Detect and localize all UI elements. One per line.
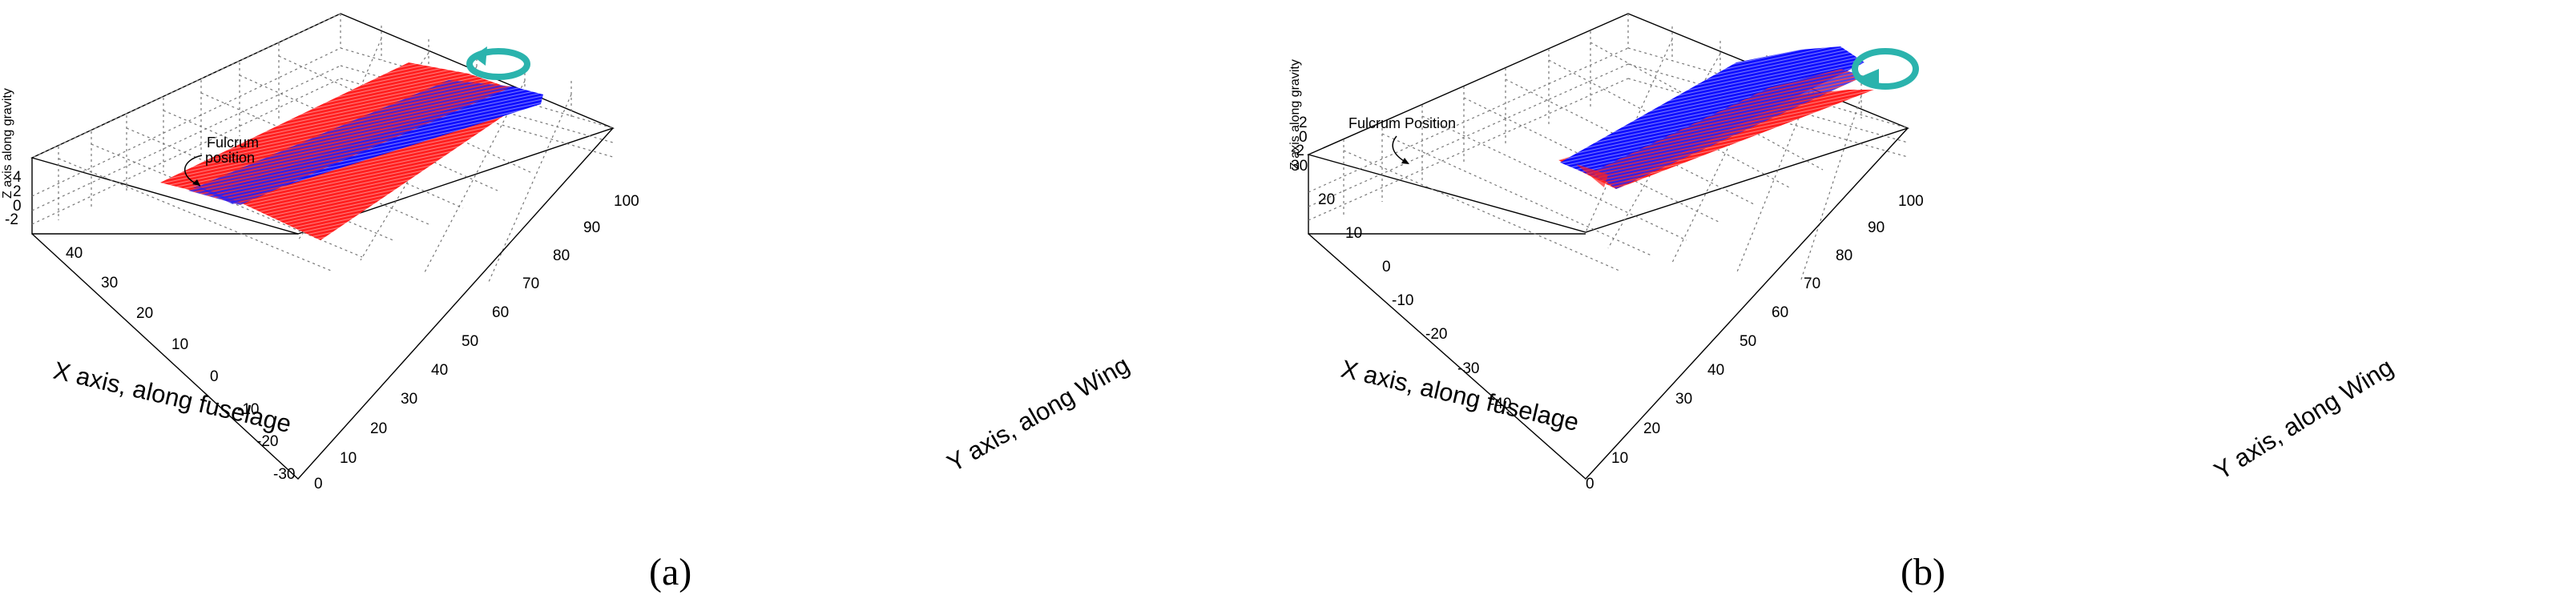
axes-base-b <box>1308 127 1909 480</box>
fulcrum-label-a-line2: position <box>205 150 255 166</box>
y-tick: 10 <box>1611 450 1628 467</box>
y-ticks-b: 0 10 20 30 40 50 60 70 80 90 100 <box>1586 193 1924 492</box>
x-tick: 30 <box>101 275 118 291</box>
y-tick: 10 <box>340 450 357 467</box>
y-tick: 80 <box>1836 247 1852 264</box>
x-axis-label-a: X axis, along fuselage <box>50 356 293 438</box>
y-tick: 20 <box>1643 420 1660 437</box>
y-tick: 40 <box>431 362 448 379</box>
y-tick: 80 <box>553 247 570 264</box>
x-tick: 30 <box>1291 158 1308 175</box>
rotation-arrow-b <box>1852 48 1919 90</box>
x-tick: 10 <box>171 336 188 353</box>
x-tick: 0 <box>210 368 219 385</box>
z-axis-label-a: Z axis along gravity <box>1 88 14 199</box>
z-tick: 0 <box>1299 129 1308 146</box>
y-tick: 70 <box>1804 275 1820 292</box>
y-tick: 60 <box>492 304 509 321</box>
x-tick: 0 <box>1382 259 1391 275</box>
y-tick: 30 <box>401 391 417 408</box>
wing-surface-b <box>1558 46 1874 189</box>
x-tick: -30 <box>1457 360 1479 377</box>
overlap-wing-a <box>188 80 513 205</box>
x-tick: -20 <box>256 433 278 450</box>
z-ticks-b: 2 0 -2 <box>1291 115 1308 159</box>
x-tick: 20 <box>1318 191 1335 208</box>
z-tick: 2 <box>1299 115 1308 131</box>
wing-surface-a <box>160 62 543 240</box>
plot-b-svg: Fulcrum Position 2 0 -2 Z axis along gra… <box>1288 13 2398 593</box>
y-axis-label-a: Y axis, along Wing <box>942 351 1134 477</box>
z-tick: 2 <box>13 183 22 200</box>
x-tick: 40 <box>66 245 83 262</box>
fulcrum-annotation-b: Fulcrum Position <box>1348 115 1456 164</box>
y-ticks-a: 0 10 20 30 40 50 60 70 80 90 100 <box>314 193 639 492</box>
y-tick: 0 <box>1586 476 1594 492</box>
z-axis-label-b: Z axis along gravity <box>1288 59 1302 170</box>
z-ticks-a: 4 2 0 -2 <box>5 169 22 228</box>
y-tick: 60 <box>1772 304 1788 321</box>
y-tick: 50 <box>1740 333 1756 350</box>
caption-b: (b) <box>1901 551 1945 593</box>
y-tick: 20 <box>370 420 387 437</box>
z-tick: 4 <box>13 169 22 186</box>
caption-a: (a) <box>649 551 691 593</box>
x-tick: 20 <box>136 305 153 322</box>
y-tick: 70 <box>522 275 539 292</box>
figure-panel-a: Fulcrum position 4 2 0 -2 Z axis along g… <box>1 13 1134 593</box>
grid-b <box>1306 13 1910 283</box>
y-tick: 50 <box>462 333 478 350</box>
x-tick: -10 <box>1392 292 1413 309</box>
rotation-arrow-a <box>466 46 530 80</box>
plot-a-svg: Fulcrum position 4 2 0 -2 Z axis along g… <box>1 13 1134 593</box>
x-tick: 10 <box>1345 225 1362 242</box>
figure-panel-b: Fulcrum Position 2 0 -2 Z axis along gra… <box>1288 0 2576 615</box>
x-tick: -40 <box>1490 396 1511 412</box>
z-tick: 0 <box>13 198 22 215</box>
x-ticks-a: 40 30 20 10 0 -10 -20 -30 <box>66 245 295 483</box>
axes-base-a <box>31 127 614 480</box>
x-tick: -20 <box>1425 326 1447 343</box>
fulcrum-label-a-line1: Fulcrum <box>207 135 259 151</box>
y-tick: 40 <box>1707 362 1724 379</box>
z-tick: -2 <box>1291 143 1304 159</box>
y-tick: 100 <box>614 193 639 210</box>
y-tick: 30 <box>1675 391 1692 408</box>
y-tick: 0 <box>314 476 323 492</box>
overlap-wing-b <box>1592 69 1864 189</box>
fulcrum-annotation-a: Fulcrum position <box>184 135 259 187</box>
y-axis-label-b: Y axis, along Wing <box>2209 352 2398 484</box>
x-tick: -10 <box>237 401 259 418</box>
fulcrum-label-b: Fulcrum Position <box>1348 115 1456 131</box>
y-tick: 90 <box>1868 219 1885 236</box>
x-tick: -30 <box>273 466 295 483</box>
z-tick: -2 <box>5 211 18 228</box>
y-tick: 90 <box>583 219 600 236</box>
y-tick: 100 <box>1898 193 1924 210</box>
x-ticks-b: 30 20 10 0 -10 -20 -30 -40 <box>1291 158 1511 412</box>
